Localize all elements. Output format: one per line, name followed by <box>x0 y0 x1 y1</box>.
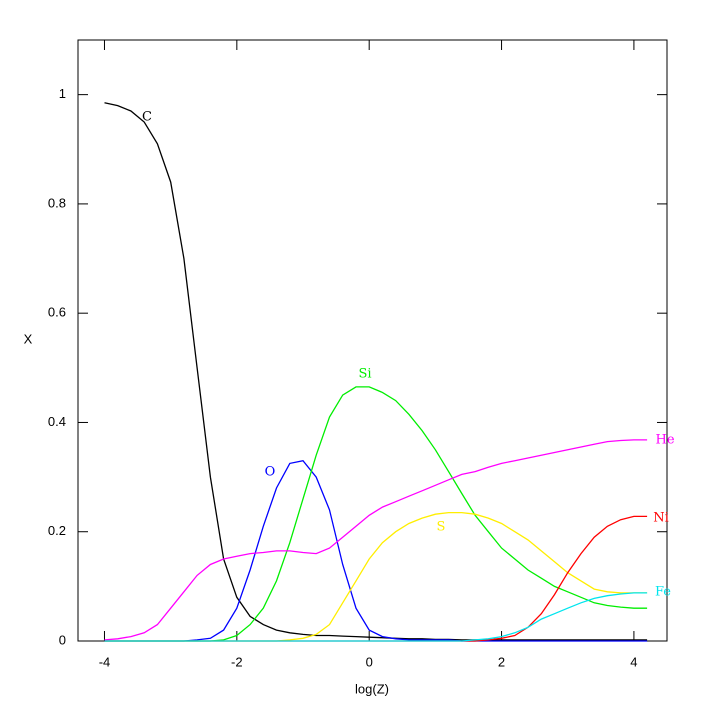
x-axis-label: log(Z) <box>355 681 389 696</box>
y-axis-label: X <box>24 331 33 346</box>
y-tick-label: 1 <box>59 86 66 101</box>
series-label: He <box>655 433 674 448</box>
series-line <box>104 515 648 642</box>
series-label: S <box>437 520 446 535</box>
series-label: Si <box>358 367 371 382</box>
series-label: Ni <box>653 511 669 526</box>
y-tick-label: 0.8 <box>48 195 66 210</box>
series-label: O <box>265 465 276 480</box>
y-tick-label: 0.2 <box>48 523 66 538</box>
plot-frame <box>77 39 668 642</box>
y-tick-label: 0.6 <box>48 305 66 320</box>
y-tick-label: 0.4 <box>48 414 66 429</box>
series-label: Fe <box>655 585 671 600</box>
series-line <box>104 459 648 642</box>
series-line <box>104 386 648 642</box>
x-tick-label: 0 <box>366 654 373 669</box>
x-tick-label: 4 <box>630 654 637 669</box>
series-line <box>104 439 648 641</box>
series-line <box>104 102 648 641</box>
x-tick-label: 2 <box>498 654 505 669</box>
x-tick-label: -2 <box>231 654 243 669</box>
series-line <box>104 592 648 642</box>
series-label: C <box>142 110 152 125</box>
y-tick-label: 0 <box>59 632 66 647</box>
x-tick-label: -4 <box>99 654 111 669</box>
